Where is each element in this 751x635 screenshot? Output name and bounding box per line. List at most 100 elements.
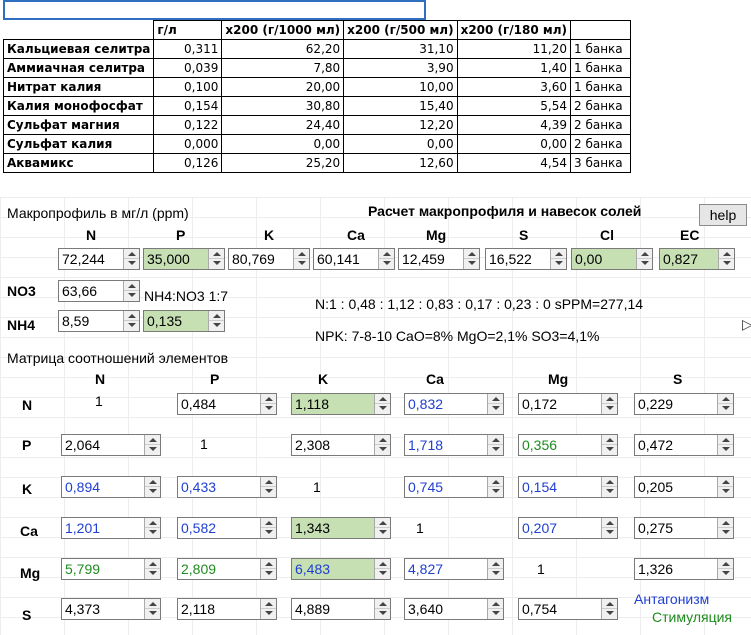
matrix-spinner[interactable]: 3,640 <box>404 598 504 620</box>
g500-cell[interactable]: 12,20 <box>343 115 458 135</box>
selected-cell[interactable] <box>3 0 426 20</box>
spin-arrows-icon[interactable] <box>144 599 160 619</box>
g1000-cell[interactable]: 0,00 <box>221 134 345 154</box>
spin-arrows-icon[interactable] <box>601 435 617 455</box>
salt-name[interactable]: Нитрат калия <box>2 77 155 97</box>
header-cell[interactable]: x200 (г/1000 мл) <box>221 20 345 40</box>
salt-name[interactable]: Калия монофосфат <box>2 96 155 116</box>
header-cell[interactable]: x200 (г/500 мл) <box>343 20 458 40</box>
spin-arrows-icon[interactable] <box>601 518 617 538</box>
g500-cell[interactable]: 12,60 <box>343 153 458 173</box>
spin-arrows-icon[interactable] <box>260 599 276 619</box>
matrix-spinner[interactable]: 2,118 <box>177 598 277 620</box>
gl-cell[interactable]: 0,039 <box>153 58 223 78</box>
spin-arrows-icon[interactable] <box>717 559 733 579</box>
spin-arrows-icon[interactable] <box>374 599 390 619</box>
no3-spinner[interactable]: 63,66 <box>58 280 140 302</box>
matrix-spinner[interactable]: 1,118 <box>291 393 391 415</box>
spin-arrows-icon[interactable] <box>487 394 503 414</box>
ratio-spinner[interactable]: 0,135 <box>143 310 225 332</box>
gl-cell[interactable]: 0,122 <box>153 115 223 135</box>
spin-arrows-icon[interactable] <box>208 249 224 269</box>
matrix-spinner[interactable]: 1,343 <box>291 517 391 539</box>
spin-arrows-icon[interactable] <box>601 477 617 497</box>
spin-arrows-icon[interactable] <box>374 435 390 455</box>
macro-ca-spinner[interactable]: 60,141 <box>313 248 395 270</box>
g180-cell[interactable]: 3,60 <box>456 77 572 97</box>
macro-ec-spinner[interactable]: 0,827 <box>659 248 735 270</box>
spin-arrows-icon[interactable] <box>374 394 390 414</box>
matrix-spinner[interactable]: 2,064 <box>61 434 161 456</box>
g500-cell[interactable]: 10,00 <box>343 77 458 97</box>
g1000-cell[interactable]: 24,40 <box>221 115 345 135</box>
spin-arrows-icon[interactable] <box>144 477 160 497</box>
jar-cell[interactable]: 2 банка <box>570 134 631 154</box>
spin-arrows-icon[interactable] <box>123 249 139 269</box>
spin-arrows-icon[interactable] <box>717 477 733 497</box>
matrix-spinner[interactable]: 0,582 <box>177 517 277 539</box>
jar-cell[interactable]: 1 банка <box>570 39 631 59</box>
spin-arrows-icon[interactable] <box>144 559 160 579</box>
macro-p-spinner[interactable]: 35,000 <box>143 248 225 270</box>
jar-cell[interactable]: 2 банка <box>570 96 631 116</box>
matrix-spinner[interactable]: 0,484 <box>177 393 277 415</box>
g500-cell[interactable]: 31,10 <box>343 39 458 59</box>
gl-cell[interactable]: 0,154 <box>153 96 223 116</box>
spin-arrows-icon[interactable] <box>260 394 276 414</box>
spin-arrows-icon[interactable] <box>550 249 566 269</box>
header-cell[interactable]: x200 (г/180 мл) <box>456 20 572 40</box>
g180-cell[interactable]: 4,54 <box>456 153 572 173</box>
matrix-spinner[interactable]: 2,809 <box>177 558 277 580</box>
spin-arrows-icon[interactable] <box>260 559 276 579</box>
help-button[interactable]: help <box>699 204 747 226</box>
matrix-spinner[interactable]: 0,229 <box>634 393 734 415</box>
spin-arrows-icon[interactable] <box>260 477 276 497</box>
spin-arrows-icon[interactable] <box>378 249 394 269</box>
matrix-spinner[interactable]: 0,745 <box>404 476 504 498</box>
spin-arrows-icon[interactable] <box>717 394 733 414</box>
spin-arrows-icon[interactable] <box>144 518 160 538</box>
g1000-cell[interactable]: 7,80 <box>221 58 345 78</box>
matrix-spinner[interactable]: 0,894 <box>61 476 161 498</box>
g500-cell[interactable]: 0,00 <box>343 134 458 154</box>
matrix-spinner[interactable]: 0,356 <box>518 434 618 456</box>
matrix-spinner[interactable]: 0,754 <box>518 598 618 620</box>
matrix-spinner[interactable]: 0,472 <box>634 434 734 456</box>
salt-name[interactable]: Сульфат калия <box>2 134 155 154</box>
spin-arrows-icon[interactable] <box>487 477 503 497</box>
matrix-spinner[interactable]: 6,483 <box>291 558 391 580</box>
spin-arrows-icon[interactable] <box>717 518 733 538</box>
spin-arrows-icon[interactable] <box>123 281 139 301</box>
spin-arrows-icon[interactable] <box>374 518 390 538</box>
spin-arrows-icon[interactable] <box>636 249 652 269</box>
g1000-cell[interactable]: 20,00 <box>221 77 345 97</box>
g500-cell[interactable]: 15,40 <box>343 96 458 116</box>
gl-cell[interactable]: 0,000 <box>153 134 223 154</box>
matrix-spinner[interactable]: 2,308 <box>291 434 391 456</box>
matrix-spinner[interactable]: 0,275 <box>634 517 734 539</box>
gl-cell[interactable]: 0,311 <box>153 39 223 59</box>
matrix-spinner[interactable]: 0,433 <box>177 476 277 498</box>
spin-arrows-icon[interactable] <box>601 394 617 414</box>
g180-cell[interactable]: 11,20 <box>456 39 572 59</box>
matrix-spinner[interactable]: 0,172 <box>518 393 618 415</box>
matrix-spinner[interactable]: 4,889 <box>291 598 391 620</box>
jar-cell[interactable]: 1 банка <box>570 58 631 78</box>
matrix-spinner[interactable]: 0,832 <box>404 393 504 415</box>
g1000-cell[interactable]: 62,20 <box>221 39 345 59</box>
g180-cell[interactable]: 1,40 <box>456 58 572 78</box>
spin-arrows-icon[interactable] <box>374 559 390 579</box>
spin-arrows-icon[interactable] <box>487 435 503 455</box>
matrix-spinner[interactable]: 1,718 <box>404 434 504 456</box>
macro-s-spinner[interactable]: 16,522 <box>485 248 567 270</box>
spin-arrows-icon[interactable] <box>260 518 276 538</box>
matrix-spinner[interactable]: 4,373 <box>61 598 161 620</box>
spin-arrows-icon[interactable] <box>717 435 733 455</box>
header-cell[interactable] <box>570 20 631 40</box>
spin-arrows-icon[interactable] <box>487 559 503 579</box>
matrix-spinner[interactable]: 4,827 <box>404 558 504 580</box>
jar-cell[interactable]: 1 банка <box>570 77 631 97</box>
matrix-spinner[interactable]: 0,207 <box>518 517 618 539</box>
spin-arrows-icon[interactable] <box>293 249 309 269</box>
header-cell[interactable] <box>3 20 155 40</box>
